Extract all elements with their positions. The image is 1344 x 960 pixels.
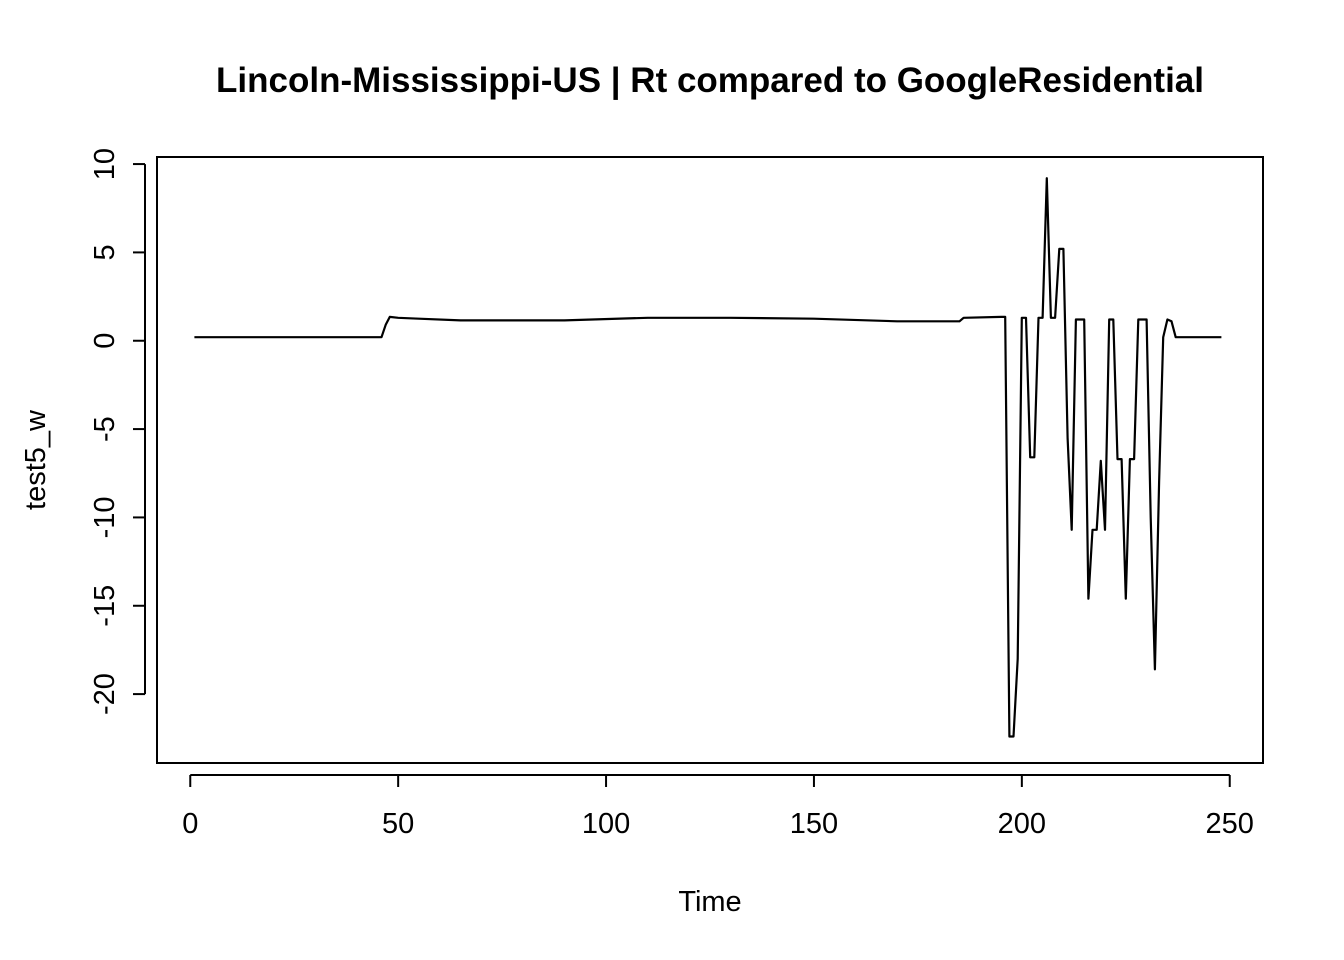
x-tick-label: 0 (182, 808, 198, 840)
x-axis-label: Time (678, 886, 741, 918)
x-tick-label: 100 (582, 808, 630, 840)
y-tick-label: 10 (89, 148, 121, 180)
y-axis-label: test5_w (20, 409, 52, 510)
y-tick-label: 5 (89, 244, 121, 260)
y-tick-label: -5 (89, 416, 121, 442)
chart-title: Lincoln-Mississippi-US | Rt compared to … (216, 61, 1204, 100)
x-tick-label: 200 (998, 808, 1046, 840)
y-tick-label: -10 (89, 496, 121, 538)
y-tick-label: -15 (89, 585, 121, 627)
x-axis: 0 50 100 150 200 250 (182, 774, 1254, 840)
y-tick-label: -20 (89, 673, 121, 715)
y-tick-label: 0 (89, 333, 121, 349)
x-tick-label: 50 (382, 808, 414, 840)
x-tick-label: 250 (1206, 808, 1254, 840)
x-tick-label: 150 (790, 808, 838, 840)
y-axis: 10 5 0 -5 -10 -15 -20 (89, 148, 146, 715)
series-line (194, 177, 1222, 738)
plot-frame (156, 156, 1264, 764)
